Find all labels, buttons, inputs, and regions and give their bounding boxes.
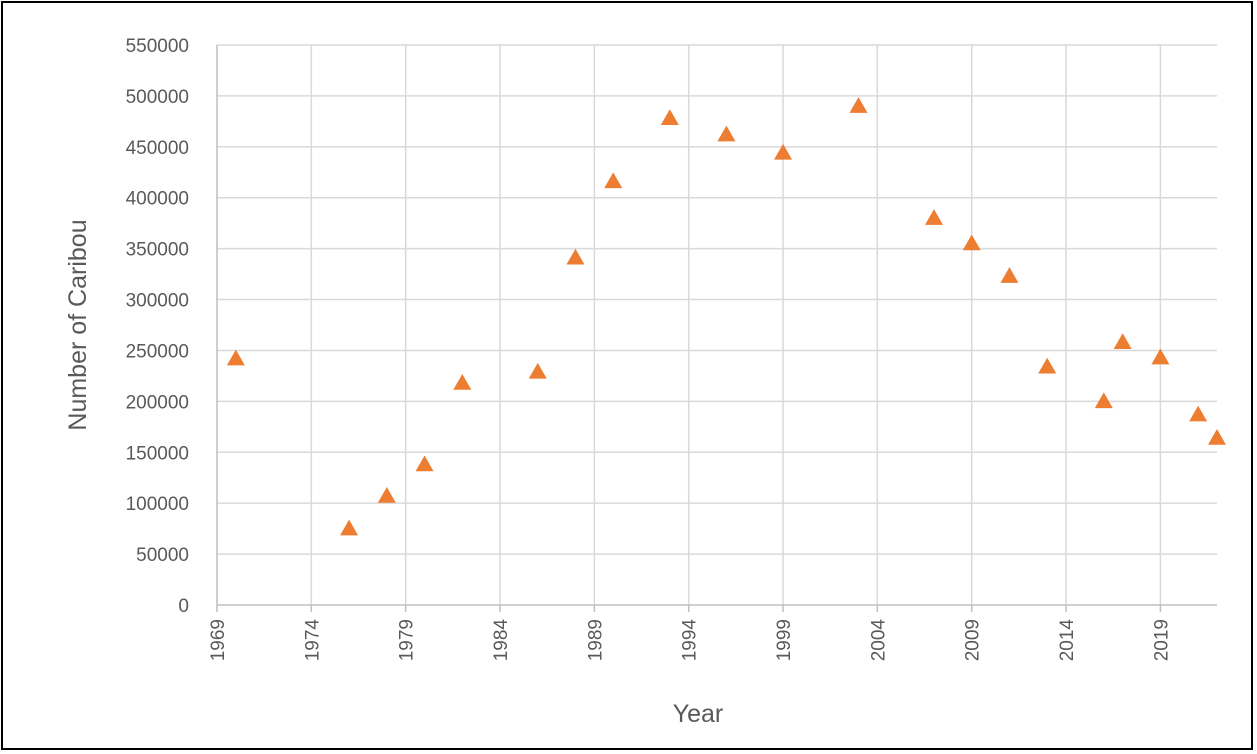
horizontal-gridlines — [217, 44, 1217, 555]
data-point-marker — [849, 97, 868, 113]
y-tick-label: 250000 — [126, 341, 189, 362]
y-tick-label: 150000 — [126, 443, 189, 464]
y-tick-label: 350000 — [126, 240, 189, 261]
data-point-marker — [774, 143, 793, 160]
x-tick-label: 1989 — [585, 619, 606, 661]
y-tick-label: 50000 — [136, 545, 189, 566]
data-point-marker — [1000, 267, 1019, 283]
data-point-marker — [1189, 405, 1208, 422]
data-point-marker — [340, 519, 359, 536]
x-tick-label: 1994 — [680, 619, 701, 662]
x-axis-title: Year — [673, 700, 724, 728]
data-point-marker — [1094, 392, 1113, 409]
y-tick-labels: 0 50000 100000 150000 200000 250000 300000 3500… — [126, 36, 189, 617]
x-tick-label: 1999 — [774, 619, 795, 661]
data-point-marker — [528, 362, 547, 379]
y-axis-title: Number of Caribou — [64, 219, 92, 430]
data-points — [226, 97, 1226, 536]
y-tick-label: 450000 — [126, 138, 189, 159]
x-tick-label: 1969 — [208, 619, 229, 661]
y-tick-label: 200000 — [126, 392, 189, 413]
y-tick-label: 0 — [178, 596, 189, 617]
data-point-marker — [660, 109, 679, 126]
x-tick-label: 1984 — [491, 619, 512, 662]
data-point-marker — [226, 349, 245, 366]
x-tick-labels: 1969 1974 1979 1984 1989 1994 1999 2004 2009 2014… — [208, 619, 1172, 662]
x-tick-label: 2014 — [1057, 619, 1078, 662]
y-tick-label: 100000 — [126, 494, 189, 515]
data-point-marker — [604, 172, 623, 189]
x-tick-label: 2004 — [868, 619, 889, 662]
axes — [216, 45, 1217, 612]
data-point-marker — [377, 487, 396, 503]
y-tick-label: 300000 — [126, 291, 189, 312]
data-point-marker — [924, 209, 943, 225]
data-point-marker — [1113, 333, 1132, 350]
vertical-gridlines — [310, 45, 1162, 605]
y-tick-label: 400000 — [126, 189, 189, 210]
x-tick-label: 1974 — [302, 619, 323, 662]
data-point-marker — [1038, 357, 1057, 374]
data-point-marker — [962, 234, 981, 251]
data-point-marker — [1208, 429, 1226, 445]
y-tick-label: 550000 — [126, 36, 189, 57]
data-point-marker — [415, 455, 434, 472]
data-point-marker — [1151, 348, 1170, 365]
x-tick-label: 1979 — [397, 619, 418, 661]
y-tick-label: 500000 — [126, 87, 189, 108]
x-tick-label: 2019 — [1151, 619, 1172, 661]
x-tick-label: 2009 — [963, 619, 984, 661]
data-point-marker — [566, 248, 585, 265]
data-point-marker — [453, 374, 472, 390]
data-point-marker — [717, 125, 736, 142]
